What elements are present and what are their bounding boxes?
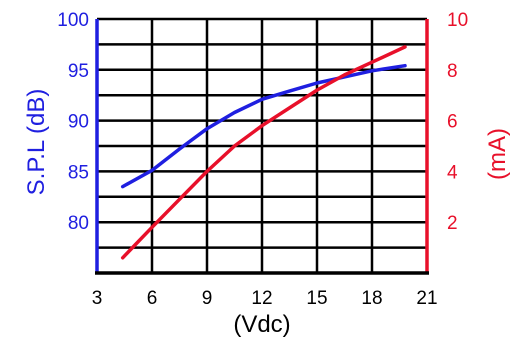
y-right-tick-label: 6 <box>447 112 458 133</box>
x-tick-label: 18 <box>361 288 382 309</box>
y-left-tick-label: 85 <box>68 162 89 183</box>
current-series-line <box>120 45 407 260</box>
y-left-tick-label: 95 <box>68 61 89 82</box>
spl-series-line <box>120 63 407 189</box>
y-left-tick-label: 90 <box>68 112 89 133</box>
plot-series <box>120 45 407 260</box>
x-tick-label: 21 <box>416 288 437 309</box>
x-tick-label: 15 <box>306 288 327 309</box>
y-right-tick-label: 10 <box>447 10 468 31</box>
x-tick-label: 12 <box>251 288 272 309</box>
x-tick-label: 9 <box>202 288 213 309</box>
y-left-tick-label: 100 <box>57 10 89 31</box>
y-left-axis-label: S.P.L (dB) <box>23 89 50 196</box>
x-axis-label: (Vdc) <box>233 311 290 338</box>
tick-labels: 3 6 9 12 15 18 21 80 85 90 95 100 2 4 6 8 10 <box>57 10 468 309</box>
y-right-tick-label: 2 <box>447 213 458 234</box>
y-right-tick-label: 8 <box>447 61 458 82</box>
x-tick-label: 6 <box>147 288 158 309</box>
x-tick-label: 3 <box>92 288 103 309</box>
y-right-tick-label: 4 <box>447 162 458 183</box>
y-left-tick-label: 80 <box>68 213 89 234</box>
plot-axes <box>95 17 429 275</box>
y-right-axis-label: (mA) <box>484 128 511 180</box>
